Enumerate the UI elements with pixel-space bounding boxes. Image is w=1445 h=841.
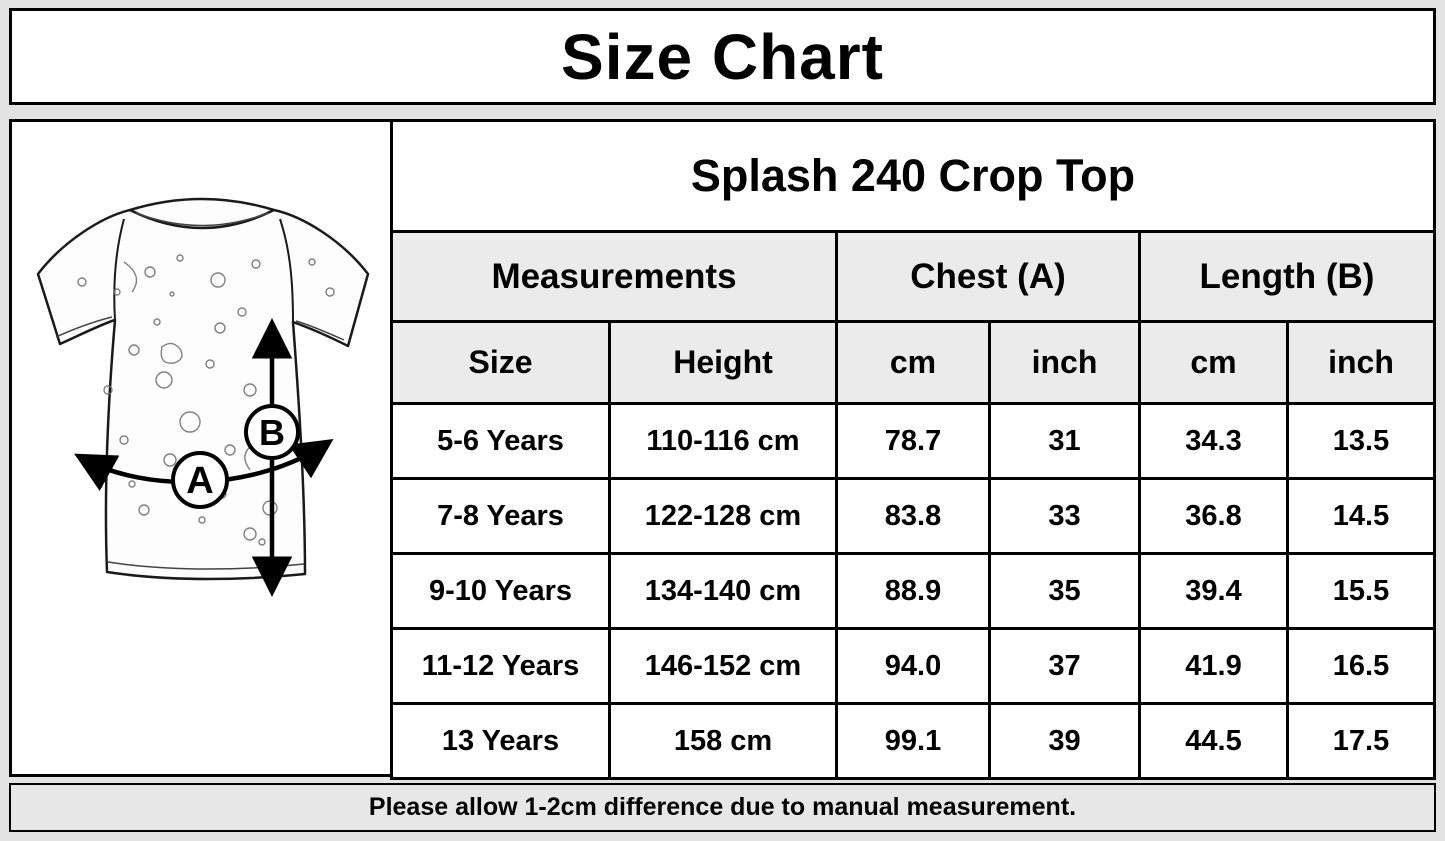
- col-group-measurements: Measurements: [390, 230, 838, 323]
- col-header-height: Height: [608, 320, 838, 405]
- table-row: 11-12 Years 146-152 cm 94.0 37 41.9 16.5: [390, 627, 1436, 705]
- cell-chest-cm: 78.7: [835, 402, 991, 480]
- cell-chest-cm: 83.8: [835, 477, 991, 555]
- crop-top-illustration-panel: A B: [9, 119, 393, 777]
- cell-chest-inch: 37: [988, 627, 1141, 705]
- crop-top-illustration: A B: [36, 197, 370, 597]
- cell-length-cm: 39.4: [1138, 552, 1289, 630]
- product-title: Splash 240 Crop Top: [390, 119, 1436, 233]
- cell-length-cm: 41.9: [1138, 627, 1289, 705]
- cell-chest-inch: 39: [988, 702, 1141, 780]
- cell-length-inch: 16.5: [1286, 627, 1436, 705]
- table-row: 9-10 Years 134-140 cm 88.9 35 39.4 15.5: [390, 552, 1436, 630]
- cell-length-cm: 34.3: [1138, 402, 1289, 480]
- cell-length-cm: 44.5: [1138, 702, 1289, 780]
- cell-size: 9-10 Years: [390, 552, 611, 630]
- cell-size: 7-8 Years: [390, 477, 611, 555]
- cell-height: 134-140 cm: [608, 552, 838, 630]
- col-header-size: Size: [390, 320, 611, 405]
- table-row: 13 Years 158 cm 99.1 39 44.5 17.5: [390, 702, 1436, 780]
- cell-height: 122-128 cm: [608, 477, 838, 555]
- chest-label-circle: [171, 451, 229, 509]
- main-content: A B Splash 240 Crop Top: [9, 119, 1436, 780]
- measurement-note-text: Please allow 1-2cm difference due to man…: [368, 793, 1077, 821]
- cell-size: 11-12 Years: [390, 627, 611, 705]
- length-label-b: B: [259, 412, 285, 453]
- measurement-note: Please allow 1-2cm difference due to man…: [9, 783, 1436, 832]
- cell-length-inch: 15.5: [1286, 552, 1436, 630]
- right-sleeve-seam: [279, 218, 294, 323]
- cell-length-cm: 36.8: [1138, 477, 1289, 555]
- right-sleeve-hem: [295, 320, 345, 341]
- page-title: Size Chart: [9, 8, 1436, 105]
- left-sleeve-seam: [113, 218, 125, 321]
- col-group-chest: Chest (A): [835, 230, 1141, 323]
- collar-rib: [135, 212, 269, 227]
- page-title-text: Size Chart: [561, 20, 884, 93]
- crop-top-outline-group: [36, 197, 370, 581]
- chest-label-a: A: [186, 460, 213, 502]
- left-sleeve-hem: [55, 316, 113, 338]
- table-row: 5-6 Years 110-116 cm 78.7 31 34.3 13.5: [390, 402, 1436, 480]
- length-measure-arrow: B: [244, 318, 300, 597]
- cell-length-inch: 17.5: [1286, 702, 1436, 780]
- cell-chest-cm: 99.1: [835, 702, 991, 780]
- cell-chest-inch: 35: [988, 552, 1141, 630]
- size-table: Splash 240 Crop Top Measurements Chest (…: [390, 119, 1436, 780]
- cell-chest-inch: 33: [988, 477, 1141, 555]
- cell-height: 146-152 cm: [608, 627, 838, 705]
- cell-height: 110-116 cm: [608, 402, 838, 480]
- col-header-length-cm: cm: [1138, 320, 1289, 405]
- cell-chest-cm: 94.0: [835, 627, 991, 705]
- cell-length-inch: 13.5: [1286, 402, 1436, 480]
- length-label-circle: [244, 404, 300, 460]
- chest-measure-arrow: A: [74, 439, 334, 509]
- cell-size: 5-6 Years: [390, 402, 611, 480]
- cell-chest-inch: 31: [988, 402, 1141, 480]
- cell-length-inch: 14.5: [1286, 477, 1436, 555]
- crop-top-body: [36, 197, 370, 581]
- col-header-length-inch: inch: [1286, 320, 1436, 405]
- cell-chest-cm: 88.9: [835, 552, 991, 630]
- cell-height: 158 cm: [608, 702, 838, 780]
- col-group-length: Length (B): [1138, 230, 1436, 323]
- col-header-chest-inch: inch: [988, 320, 1141, 405]
- col-header-chest-cm: cm: [835, 320, 991, 405]
- table-row: 7-8 Years 122-128 cm 83.8 33 36.8 14.5: [390, 477, 1436, 555]
- cell-size: 13 Years: [390, 702, 611, 780]
